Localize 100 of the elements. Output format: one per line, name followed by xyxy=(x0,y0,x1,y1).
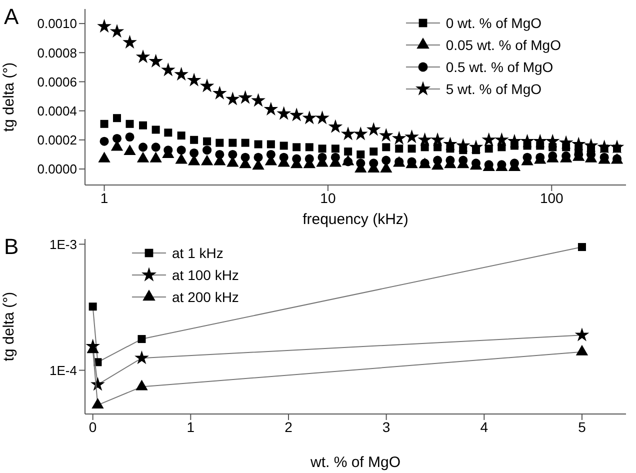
point xyxy=(150,152,162,162)
point xyxy=(430,132,445,146)
point xyxy=(200,78,214,92)
y-axis-title: tg delta (°) xyxy=(0,62,18,132)
point xyxy=(175,153,188,164)
point xyxy=(136,152,150,162)
point xyxy=(507,134,522,148)
point xyxy=(88,302,97,311)
y-tick-label: 0.0010 xyxy=(37,16,77,32)
point xyxy=(254,140,262,148)
point xyxy=(545,134,560,148)
point xyxy=(597,140,612,154)
point xyxy=(584,138,598,152)
point xyxy=(292,154,302,164)
y-axis-title: tg delta (°) xyxy=(0,292,18,362)
point xyxy=(92,398,104,409)
point xyxy=(240,152,250,162)
y-tick-label: 1E-4 xyxy=(50,362,77,378)
point xyxy=(558,135,574,149)
point xyxy=(302,110,317,124)
point xyxy=(315,110,330,124)
x-tick-label: 3 xyxy=(382,418,390,435)
point xyxy=(126,120,134,128)
point xyxy=(418,132,432,146)
point xyxy=(276,106,292,120)
point xyxy=(139,121,148,130)
point xyxy=(186,72,202,86)
point xyxy=(289,108,304,122)
point xyxy=(254,152,263,162)
point xyxy=(238,90,252,104)
point xyxy=(98,152,110,162)
point xyxy=(304,154,314,164)
x-tick-label: 5 xyxy=(578,418,586,435)
point xyxy=(292,143,301,152)
point xyxy=(266,150,276,159)
point xyxy=(125,132,134,142)
y-tick-label: 0.0000 xyxy=(37,162,77,177)
point xyxy=(318,152,327,162)
x-axis-title: wt. % of MgO xyxy=(309,454,401,471)
point xyxy=(318,144,326,153)
point xyxy=(148,54,164,68)
legend-label: at 1 kHz xyxy=(172,244,224,263)
point xyxy=(576,344,588,356)
x-tick-label: 10 xyxy=(320,190,336,206)
point xyxy=(520,134,534,148)
point xyxy=(200,154,214,166)
x-tick-label: 100 xyxy=(540,190,564,206)
point xyxy=(264,102,278,116)
legend-label: 0.05 wt. % of MgO xyxy=(446,36,561,55)
text: A xyxy=(4,4,19,30)
point xyxy=(433,156,442,165)
point xyxy=(190,136,198,144)
point xyxy=(241,138,250,147)
point xyxy=(251,93,266,107)
x-tick-label: 1 xyxy=(100,190,108,206)
point xyxy=(212,86,227,100)
x-tick-label: 4 xyxy=(480,418,488,435)
point xyxy=(578,243,586,252)
point xyxy=(100,136,109,146)
point xyxy=(382,156,391,165)
point xyxy=(328,119,343,133)
x-tick-label: 1 xyxy=(186,418,195,435)
point xyxy=(366,122,381,136)
point xyxy=(482,132,496,146)
point xyxy=(468,140,484,154)
y-tick-label: 0.0008 xyxy=(37,45,77,60)
point xyxy=(353,126,368,140)
x-tick-label: 0 xyxy=(88,418,97,435)
point xyxy=(216,138,224,147)
point xyxy=(266,140,275,148)
point xyxy=(484,144,493,153)
point xyxy=(456,138,470,152)
point xyxy=(532,134,548,148)
point xyxy=(228,150,238,159)
point xyxy=(138,335,146,344)
point xyxy=(280,142,288,150)
point xyxy=(164,128,172,137)
point xyxy=(356,150,365,158)
point xyxy=(134,350,149,364)
point xyxy=(113,114,122,122)
point xyxy=(610,140,624,154)
point xyxy=(122,34,137,49)
point xyxy=(100,120,108,128)
legend-label: 5 wt. % of MgO xyxy=(446,80,542,99)
point xyxy=(344,148,352,156)
point xyxy=(404,129,419,144)
point xyxy=(392,130,406,145)
legend-label: at 200 kHz xyxy=(172,288,239,307)
point xyxy=(174,66,188,81)
point xyxy=(136,49,150,64)
point xyxy=(110,24,124,38)
point xyxy=(344,157,353,166)
point xyxy=(160,62,176,76)
point xyxy=(382,143,390,152)
point xyxy=(215,150,224,159)
point xyxy=(356,158,366,168)
point xyxy=(571,136,586,150)
y-tick-label: 0.0002 xyxy=(37,132,77,148)
legend-label: at 100 kHz xyxy=(172,266,239,285)
x-tick-label: 2 xyxy=(284,418,293,435)
